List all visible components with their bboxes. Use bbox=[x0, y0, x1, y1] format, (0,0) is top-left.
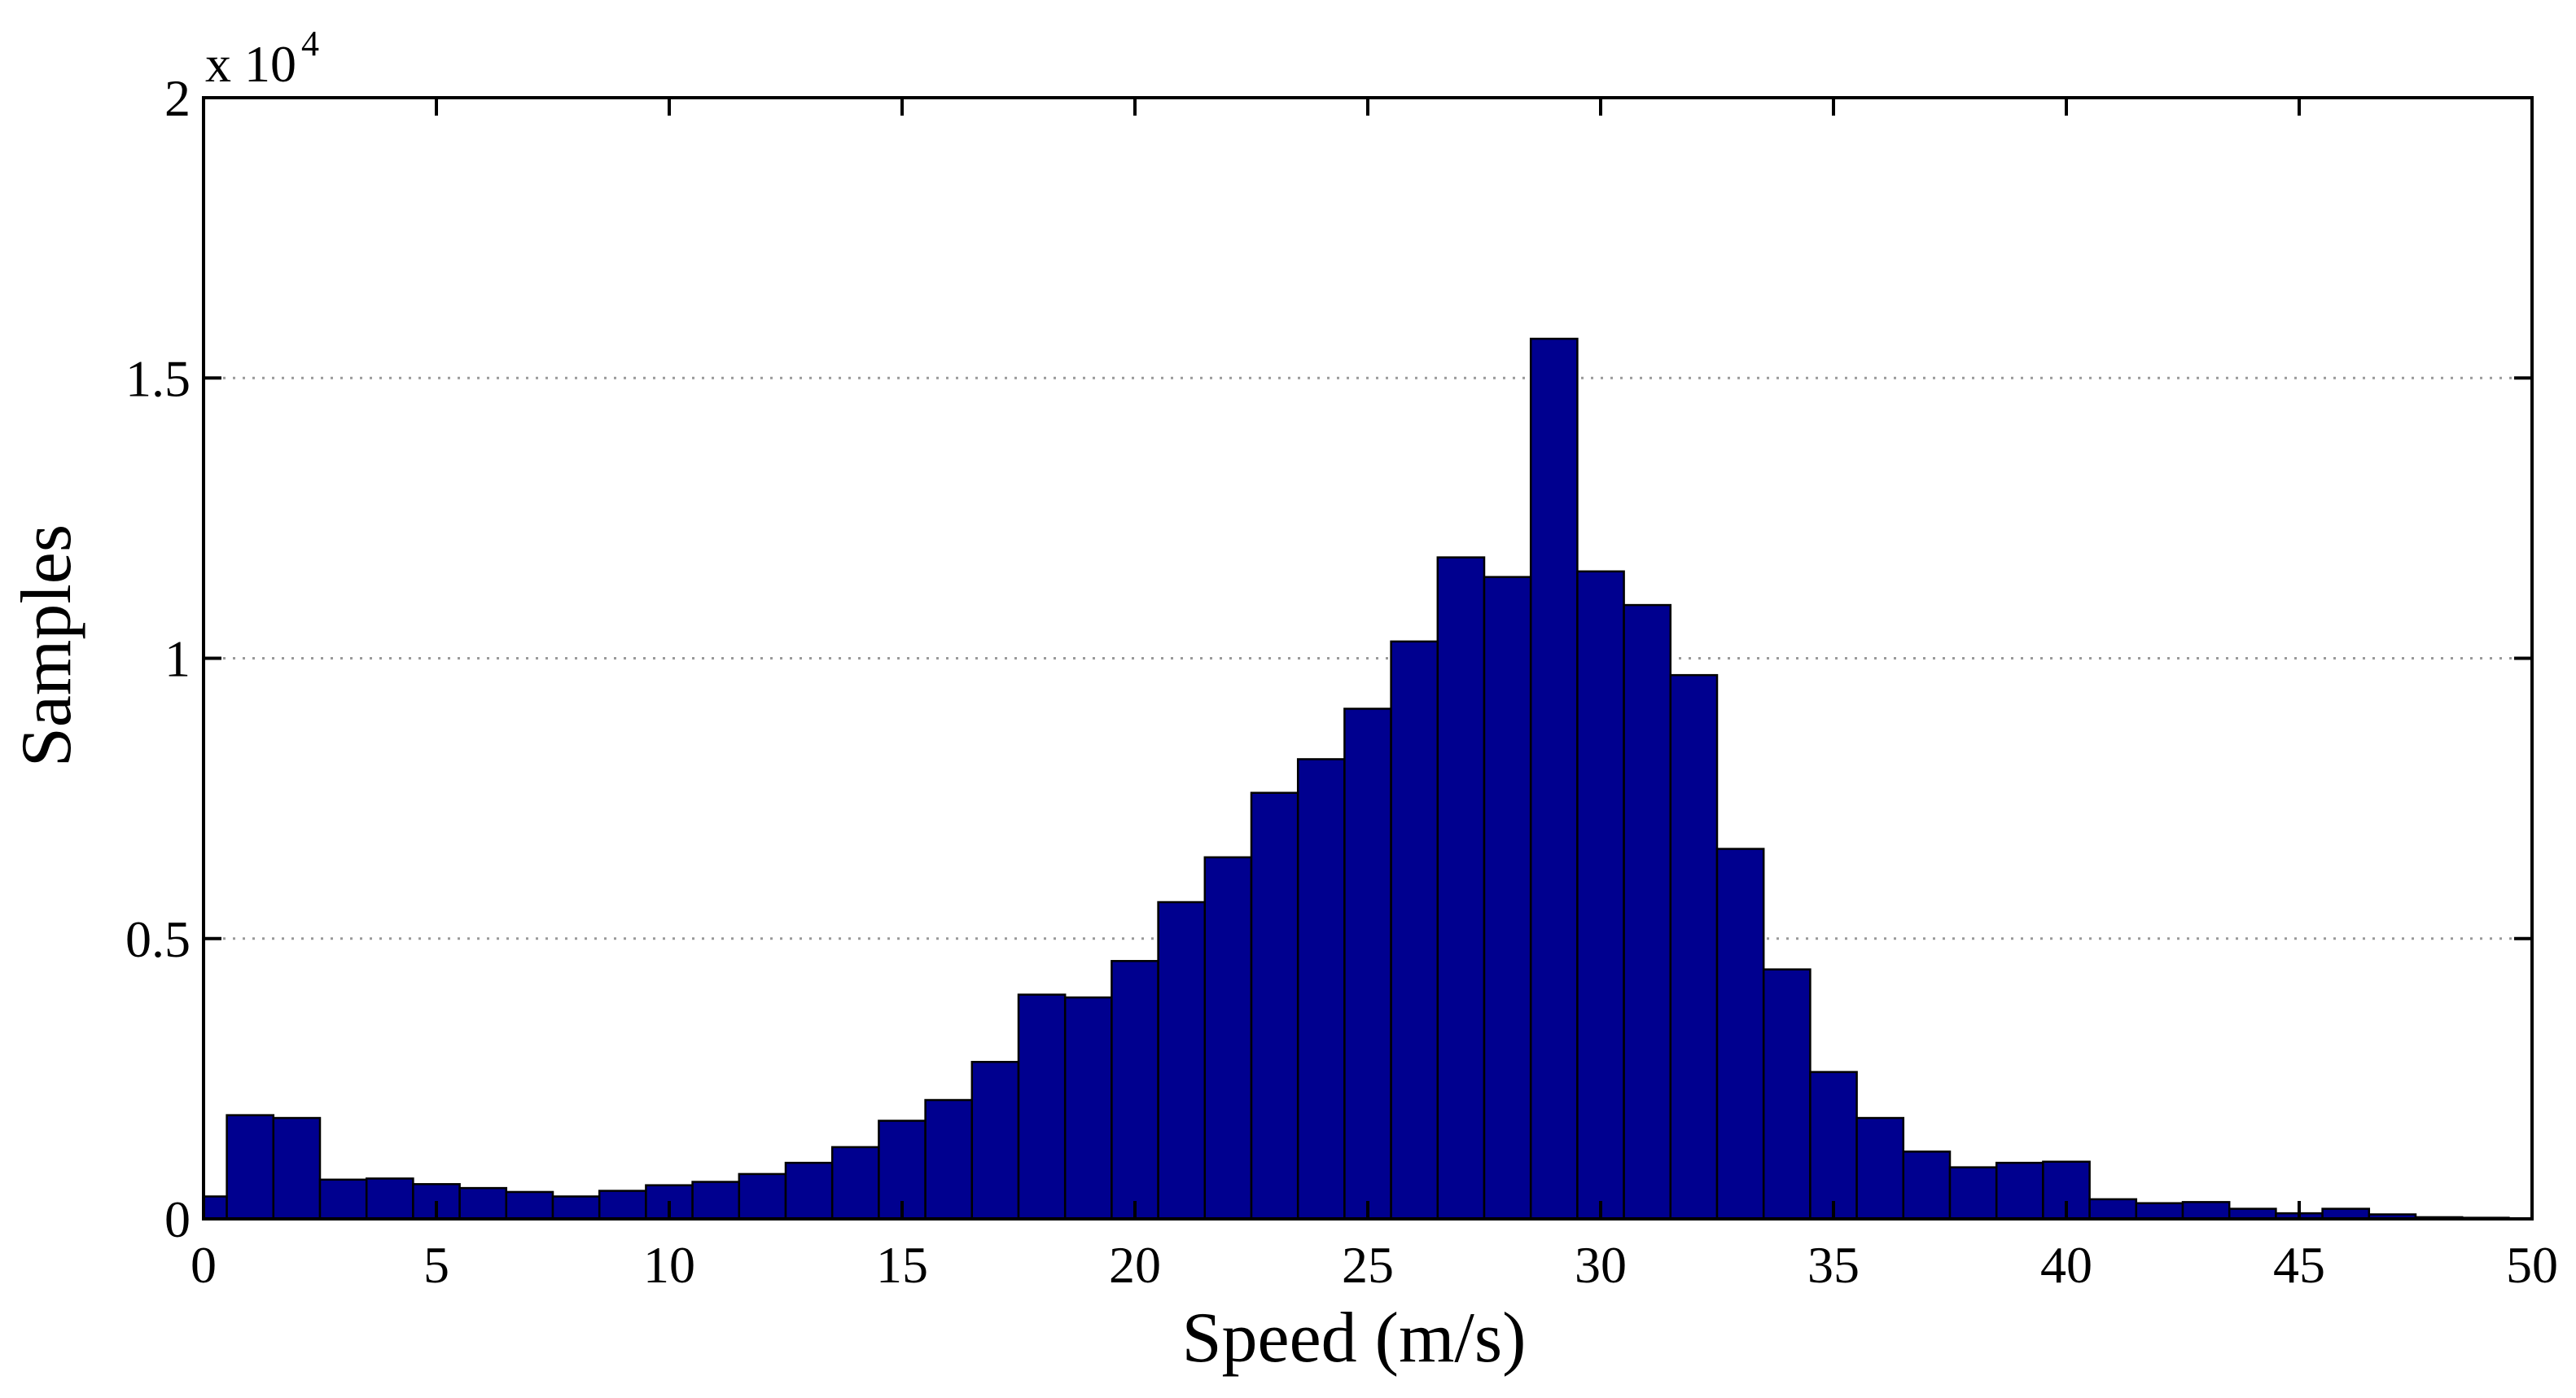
x-tick-label: 15 bbox=[876, 1236, 928, 1294]
histogram-bar bbox=[318, 1178, 368, 1221]
histogram-bar bbox=[1948, 1166, 1998, 1221]
histogram-bar bbox=[598, 1190, 647, 1221]
histogram-bar bbox=[551, 1195, 601, 1221]
histogram-bar bbox=[738, 1172, 787, 1221]
histogram-bar bbox=[1250, 791, 1299, 1221]
histogram-bar bbox=[458, 1186, 508, 1221]
histogram-bar bbox=[1390, 640, 1439, 1221]
x-tick-label: 45 bbox=[2273, 1236, 2325, 1294]
x-tick-label: 10 bbox=[643, 1236, 695, 1294]
histogram-bar bbox=[1436, 556, 1486, 1221]
histogram-bar bbox=[1203, 856, 1253, 1221]
histogram-bar bbox=[1809, 1071, 1858, 1221]
histogram-bar bbox=[2135, 1202, 2184, 1221]
y-tick-label: 0 bbox=[164, 1190, 191, 1248]
histogram-bar bbox=[1017, 993, 1067, 1221]
histogram-bar bbox=[1063, 996, 1113, 1221]
axis-ticks bbox=[202, 96, 2534, 1221]
histogram-bar bbox=[365, 1177, 414, 1221]
histogram-bar bbox=[2181, 1201, 2231, 1221]
histogram-bar bbox=[1715, 848, 1765, 1221]
histogram-bar bbox=[1669, 673, 1719, 1221]
histogram-bar bbox=[1483, 576, 1532, 1221]
tick-labels: 0 5 10 15 20 25 30 35 40 45 50 0 0.5 1 1.5 2 bbox=[125, 69, 2558, 1294]
histogram-bar bbox=[1576, 570, 1625, 1221]
x-tick-label: 30 bbox=[1575, 1236, 1627, 1294]
histogram-bar bbox=[226, 1114, 275, 1221]
x-tick-label: 40 bbox=[2040, 1236, 2092, 1294]
histogram-bar bbox=[924, 1098, 974, 1221]
histogram-bar bbox=[272, 1116, 322, 1221]
histogram-bar bbox=[1855, 1116, 1905, 1221]
y-axis-title: Samples bbox=[7, 524, 86, 767]
histogram-bar bbox=[1762, 968, 1812, 1221]
x-tick-label: 5 bbox=[423, 1236, 449, 1294]
histogram-bar bbox=[970, 1060, 1020, 1221]
x-tick-label: 0 bbox=[191, 1236, 217, 1294]
histogram-bar bbox=[1157, 901, 1207, 1221]
histogram-bar bbox=[691, 1181, 741, 1221]
x-tick-label: 20 bbox=[1109, 1236, 1161, 1294]
y-multiplier-base: x 10 bbox=[205, 35, 296, 93]
y-tick-label: 1.5 bbox=[125, 349, 191, 407]
x-tick-label: 25 bbox=[1342, 1236, 1394, 1294]
x-axis-title: Speed (m/s) bbox=[1182, 1299, 1527, 1378]
y-tick-label: 0.5 bbox=[125, 910, 191, 968]
histogram-bar bbox=[1529, 337, 1579, 1221]
histogram-bar bbox=[1111, 960, 1159, 1221]
histogram-bar bbox=[830, 1146, 880, 1221]
histogram-bar bbox=[1902, 1150, 1952, 1221]
y-tick-label: 1 bbox=[164, 630, 191, 688]
x-tick-label: 50 bbox=[2506, 1236, 2558, 1294]
histogram-bar bbox=[202, 1195, 228, 1221]
histogram-bar bbox=[2088, 1198, 2138, 1221]
histogram-bar bbox=[1995, 1161, 2044, 1221]
y-tick-label: 2 bbox=[164, 69, 191, 127]
y-multiplier-exponent: 4 bbox=[301, 24, 319, 64]
x-tick-label: 35 bbox=[1807, 1236, 1860, 1294]
histogram-bar bbox=[784, 1161, 834, 1221]
y-axis-multiplier: x 10 4 bbox=[205, 24, 319, 93]
bars bbox=[202, 337, 2510, 1221]
histogram-bar bbox=[1296, 758, 1346, 1221]
histogram-bar bbox=[1623, 603, 1672, 1221]
histogram-bar bbox=[1343, 708, 1392, 1221]
histogram-bar bbox=[505, 1190, 554, 1221]
